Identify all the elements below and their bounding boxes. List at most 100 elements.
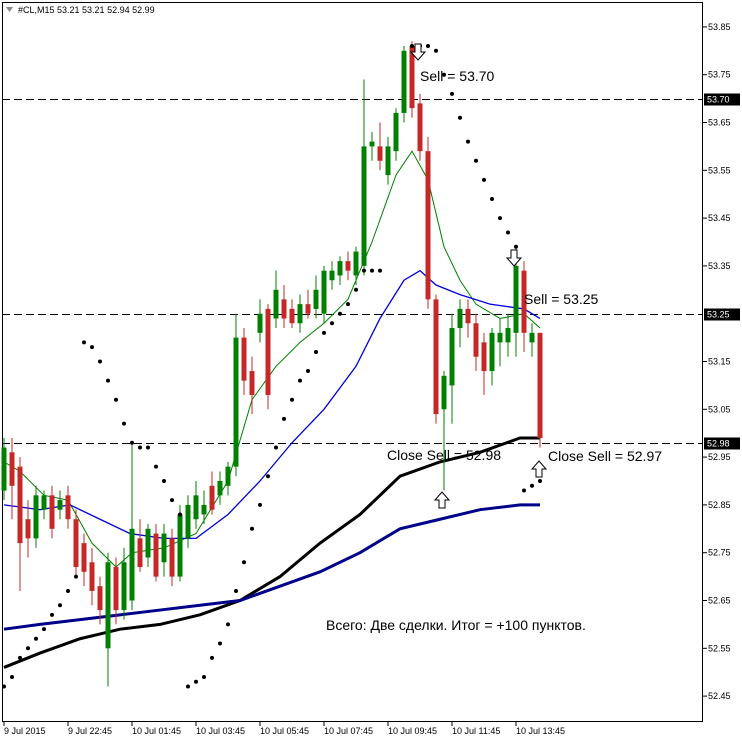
annotation: Close Sell = 52.97: [548, 448, 662, 464]
candle-body: [217, 481, 223, 496]
sar-dot: [474, 158, 478, 163]
sar-dot: [530, 483, 534, 488]
candle-body: [457, 308, 463, 329]
candle-body: [329, 270, 335, 281]
sar-dot: [298, 378, 302, 383]
sar-dot: [194, 679, 198, 684]
moving-average: [3, 436, 540, 669]
candle-body: [385, 146, 391, 176]
sar-dot: [274, 445, 278, 450]
y-tick-label: 53.35: [708, 261, 731, 271]
y-tick-label: 53.15: [708, 357, 731, 367]
sar-dot: [34, 636, 38, 641]
sar-dot: [186, 684, 190, 689]
candle-body: [209, 485, 215, 510]
sar-dot: [234, 588, 238, 593]
candle-body: [57, 500, 63, 510]
sar-dot: [98, 359, 102, 364]
y-tick-label: 52.45: [708, 691, 731, 701]
x-tick-label: 10 Jul 13:45: [516, 726, 565, 736]
y-tick-label: 52.95: [708, 452, 731, 462]
candle-body: [17, 466, 23, 544]
x-tick-label: 10 Jul 05:45: [260, 726, 309, 736]
candle-body: [9, 452, 15, 486]
title-icon: [6, 7, 13, 12]
sar-dot: [514, 244, 518, 249]
y-tick-label: 53.05: [708, 404, 731, 414]
moving-average: [3, 150, 541, 568]
candle-body: [89, 562, 95, 591]
sar-dot: [170, 498, 174, 503]
sar-dot: [218, 641, 222, 646]
candle-body: [377, 146, 383, 161]
sar-dot: [410, 44, 414, 49]
sar-dot: [466, 139, 470, 144]
sar-dot: [242, 560, 246, 565]
sar-dot: [282, 416, 286, 421]
sar-dot: [314, 349, 318, 354]
candle-body: [153, 533, 159, 577]
level-label-box: [704, 308, 740, 321]
candle-body: [33, 495, 39, 539]
candle-body: [393, 112, 399, 152]
sar-dot: [338, 311, 342, 316]
candle-body: [233, 337, 239, 467]
x-tick-label: 10 Jul 09:45: [388, 726, 437, 736]
sar-dot: [66, 588, 70, 593]
candle-body: [137, 538, 143, 568]
sar-dot: [362, 268, 366, 273]
sar-dot: [42, 627, 46, 632]
candle-body: [129, 528, 135, 601]
level-label: 52.98: [707, 439, 730, 449]
candle-body: [105, 562, 111, 649]
candle-body: [521, 270, 527, 333]
candle-body: [505, 328, 511, 343]
candle-body: [297, 304, 303, 324]
sar-dot: [122, 421, 126, 426]
sar-dot: [250, 526, 254, 531]
sar-dot: [114, 397, 118, 402]
x-tick-label: 9 Jul 22:45: [68, 726, 112, 736]
candle-body: [337, 261, 343, 276]
candle-body: [497, 332, 503, 343]
candle-body: [353, 251, 359, 276]
annotation: Sell = 53.25: [524, 291, 599, 307]
sar-dot: [226, 622, 230, 627]
sar-dot: [10, 674, 14, 679]
sar-dot: [154, 464, 158, 469]
y-tick-label: 52.55: [708, 643, 731, 653]
sar-dot: [370, 268, 374, 273]
candle-body: [169, 538, 175, 577]
sar-dot: [498, 216, 502, 221]
candle-body: [97, 586, 103, 611]
level-label: 53.70: [707, 95, 730, 105]
sar-dot: [58, 603, 62, 608]
sar-dot: [354, 287, 358, 292]
sar-dot: [82, 340, 86, 345]
candle-body: [257, 313, 263, 333]
y-tick-label: 53.65: [708, 118, 731, 128]
x-tick-label: 10 Jul 01:45: [132, 726, 181, 736]
trade-arrow: [505, 249, 523, 267]
candle-body: [249, 371, 255, 395]
candle-body: [409, 46, 415, 109]
annotation: Close Sell = 52.98: [387, 447, 501, 463]
chart-title: #CL,M15 53.21 53.21 52.94 52.99: [18, 5, 155, 15]
candle-body: [369, 141, 375, 147]
sar-dot: [506, 230, 510, 235]
y-tick-label: 53.75: [708, 70, 731, 80]
candle-body: [41, 495, 47, 510]
candle-body: [417, 103, 423, 152]
plot-frame: [2, 2, 703, 722]
candle-body: [425, 151, 431, 300]
sar-dot: [426, 44, 430, 49]
candle-body: [465, 308, 471, 324]
candle-body: [1, 447, 7, 491]
candle-body: [65, 495, 71, 520]
trade-arrow: [409, 43, 427, 61]
sar-dot: [210, 655, 214, 660]
y-tick-label: 53.45: [708, 213, 731, 223]
sar-dot: [482, 177, 486, 182]
candle-body: [185, 504, 191, 539]
